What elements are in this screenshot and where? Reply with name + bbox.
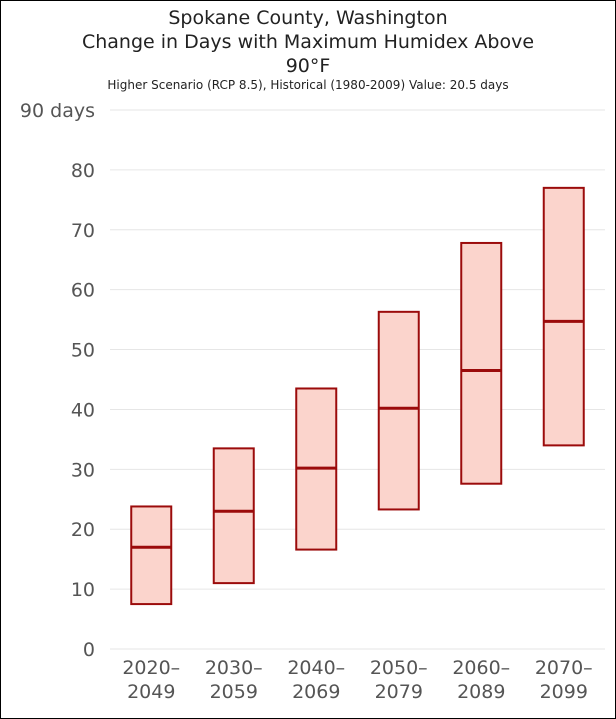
x-axis-tick-labels: 2020– 2049 2030– 2059 2040– 2069 2050– 2079 2060… (122, 657, 592, 703)
box-2020–2049 (130, 505, 173, 606)
box-2050–2079 (377, 310, 420, 511)
y-tick-label: 30 (71, 459, 95, 481)
chart-title-line-3: 90°F (285, 55, 331, 77)
box-2070–2099 (542, 186, 585, 447)
box-range (130, 505, 173, 606)
box-range (212, 447, 255, 585)
x-tick-label: 2050– 2079 (370, 657, 428, 703)
x-tick-label: 2070– 2099 (535, 657, 593, 703)
y-tick-label: 40 (71, 399, 95, 421)
y-tick-label: 60 (71, 280, 95, 302)
y-tick-label: 80 (71, 160, 95, 182)
x-tick-label: 2040– 2069 (287, 657, 345, 703)
box-range (377, 310, 420, 511)
box-range (542, 186, 585, 447)
y-tick-label: 50 (71, 340, 95, 362)
box-2030–2059 (212, 447, 255, 585)
chart-title-line-2: Change in Days with Maximum Humidex Abov… (81, 31, 535, 53)
chart-title-line-1: Spokane County, Washington (168, 7, 448, 29)
x-tick-label: 2030– 2059 (205, 657, 263, 703)
x-tick-label: 2060– 2089 (452, 657, 510, 703)
y-tick-label: 90 days (20, 100, 95, 122)
y-axis-tick-labels: 0 10 20 30 40 50 60 70 80 90 days (20, 100, 95, 661)
y-tick-label: 20 (71, 519, 95, 541)
box-2040–2069 (295, 387, 338, 551)
box-range (460, 241, 503, 485)
data-boxes (130, 186, 585, 606)
y-tick-label: 0 (83, 639, 95, 661)
chart-subtitle: Higher Scenario (RCP 8.5), Historical (1… (107, 78, 509, 92)
grid-lines (110, 109, 605, 650)
y-tick-label: 10 (71, 579, 95, 601)
box-2060–2089 (460, 241, 503, 485)
y-tick-label: 70 (71, 220, 95, 242)
x-tick-label: 2020– 2049 (122, 657, 180, 703)
